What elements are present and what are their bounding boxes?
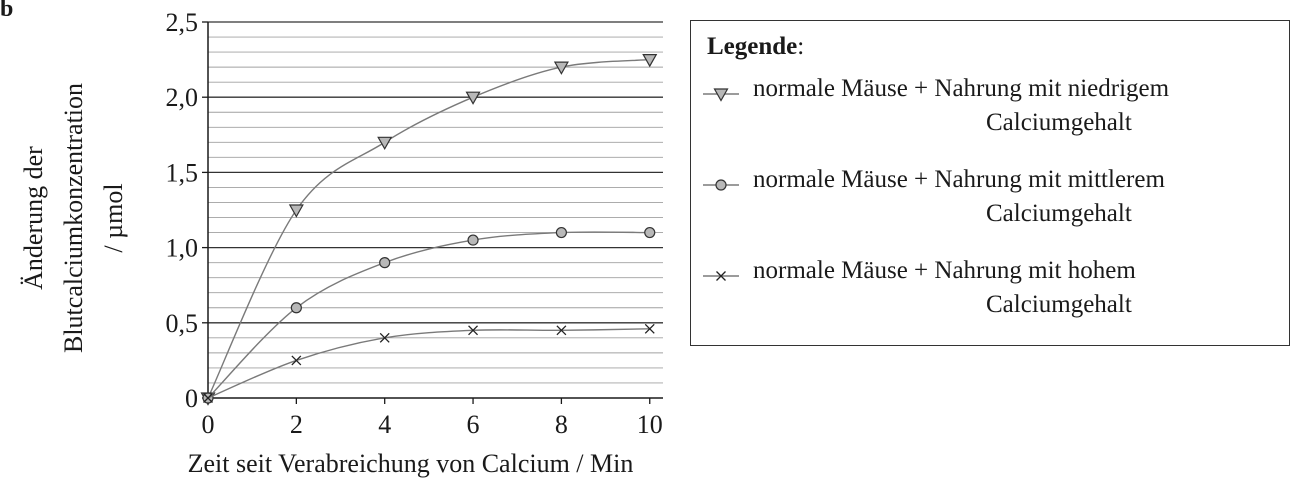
data-point-triangle-down [553,61,569,75]
x-axis-title: Zeit seit Verabreichung von Calcium / Mi… [188,449,634,478]
data-point-circle [379,257,391,269]
legend-title: Legende: [707,33,805,60]
data-point-circle [644,226,656,239]
series-circle [202,226,656,404]
panel-label: b [0,0,13,22]
y-tick-label: 0 [185,384,198,413]
grid-lines [208,21,663,384]
data-point-cross [203,393,213,403]
axes [202,21,663,404]
data-series [200,54,658,406]
x-tick-label: 6 [467,410,480,439]
legend: Legende: normale Mäuse + Nahrung mit nie… [690,20,1290,346]
y-axis-title-line: Blutcalciumkonzentration [59,83,88,353]
y-axis-title-line: Änderung der [19,146,48,290]
legend-label: normale Mäuse + Nahrung mit mittlerem [753,166,1165,193]
legend-label-continued: Calciumgehalt [986,291,1132,318]
data-point-triangle-down [377,136,393,151]
circle-marker-icon [703,179,739,191]
y-tick-label: 2,0 [166,83,199,112]
series-line [207,231,650,399]
x-tick-label: 0 [202,410,215,439]
series-line [207,328,650,399]
x-tick-label: 10 [637,410,663,439]
tick-labels: 0 0,5 1,0 1,5 2,0 2,5 0 2 4 6 8 10 [166,8,663,439]
legend-label: normale Mäuse + Nahrung mit niedrigem [753,75,1170,102]
data-point-circle [467,234,479,246]
triangle-down-marker-icon [703,88,739,102]
x-tick-label: 2 [290,410,303,439]
legend-label-continued: Calciumgehalt [986,109,1132,136]
y-axis-title-line: / µmol [99,183,128,252]
y-tick-label: 0,5 [166,309,199,338]
data-point-circle [555,226,567,239]
series-line [207,58,650,399]
data-point-triangle-down [642,54,658,68]
series-cross [203,323,655,403]
data-point-triangle-down [288,204,304,218]
y-tick-label: 1,0 [166,234,199,263]
y-axis-title: Änderung der Blutcalciumkonzentration / µm… [19,83,128,353]
legend-label: normale Mäuse + Nahrung mit hohem [753,257,1136,284]
y-tick-label: 2,5 [166,8,199,37]
data-point-circle [290,302,302,314]
data-point-cross [291,355,302,366]
y-tick-label: 1,5 [166,158,199,187]
legend-marker [715,179,727,191]
data-point-cross [468,325,479,336]
data-point-cross [644,323,655,334]
data-point-cross [379,332,390,343]
x-tick-label: 4 [378,410,391,439]
legend-marker [713,88,729,102]
x-tick-label: 8 [555,410,568,439]
legend-marker [716,271,726,281]
data-point-triangle-down [465,91,481,105]
cross-marker-icon [703,271,739,281]
legend-label-continued: Calciumgehalt [986,200,1132,227]
series-triangle-down [200,54,658,406]
data-point-cross [556,325,567,336]
